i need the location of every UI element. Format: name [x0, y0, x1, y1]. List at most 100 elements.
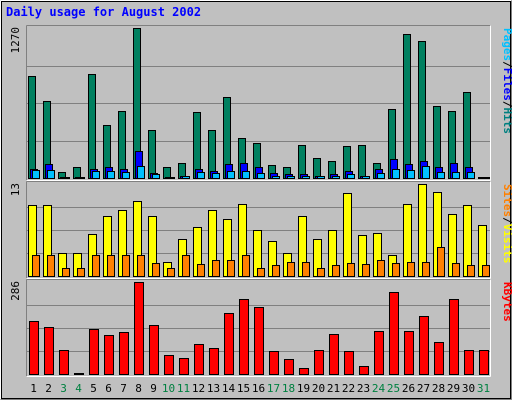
- x-tick-label: 21: [327, 382, 340, 395]
- legend-entry: Sites: [501, 184, 512, 217]
- bar-pages-day-30: [467, 172, 475, 179]
- legend-entry: KBytes: [501, 282, 512, 322]
- x-tick-label: 20: [312, 382, 325, 395]
- bar-kbytes-day-25: [389, 292, 399, 375]
- bar-pages-day-20: [317, 176, 325, 179]
- bar-pages-day-31: [482, 177, 490, 179]
- bar-pages-day-13: [212, 173, 220, 179]
- bar-hits-day-4: [73, 167, 81, 179]
- bar-pages-day-10: [167, 177, 175, 179]
- x-tick-label: 2: [45, 382, 52, 395]
- bar-pages-day-25: [392, 169, 400, 179]
- bar-sites-day-9: [152, 263, 160, 277]
- bar-kbytes-day-10: [164, 355, 174, 375]
- x-tick-label: 26: [402, 382, 415, 395]
- x-tick-label: 25: [387, 382, 400, 395]
- bar-sites-day-30: [467, 265, 475, 277]
- bar-pages-day-23: [362, 176, 370, 179]
- bar-sites-day-14: [227, 260, 235, 277]
- bar-sites-day-18: [287, 262, 295, 277]
- legend-entry: /: [501, 217, 512, 224]
- bar-sites-day-29: [452, 263, 460, 277]
- bar-sites-day-15: [242, 255, 250, 277]
- bar-pages-day-14: [227, 171, 235, 179]
- bar-hits-day-23: [358, 145, 366, 179]
- x-tick-label: 23: [357, 382, 370, 395]
- x-tick-label: 27: [417, 382, 430, 395]
- x-tick-label: 16: [252, 382, 265, 395]
- x-tick-label: 30: [462, 382, 475, 395]
- x-tick-label: 17: [267, 382, 280, 395]
- bar-pages-day-4: [77, 177, 85, 179]
- bar-kbytes-day-7: [119, 332, 129, 375]
- x-tick-label: 22: [342, 382, 355, 395]
- bar-pages-day-27: [422, 166, 430, 179]
- bar-sites-day-12: [197, 264, 205, 277]
- x-tick-label: 12: [192, 382, 205, 395]
- bar-kbytes-day-28: [434, 342, 444, 375]
- bar-pages-day-6: [107, 171, 115, 179]
- bar-sites-day-8: [137, 255, 145, 277]
- x-tick-label: 28: [432, 382, 445, 395]
- bar-sites-day-19: [302, 262, 310, 277]
- bar-pages-day-12: [197, 172, 205, 179]
- bar-pages-day-26: [407, 170, 415, 179]
- bar-sites-day-3: [62, 268, 70, 277]
- x-tick-label: 11: [177, 382, 190, 395]
- bar-kbytes-day-22: [344, 351, 354, 375]
- bar-kbytes-day-13: [209, 348, 219, 375]
- x-tick-label: 7: [120, 382, 127, 395]
- bar-sites-day-23: [362, 264, 370, 277]
- x-tick-label: 24: [372, 382, 386, 395]
- panel-kbytes: 286 KBytes: [9, 279, 512, 377]
- bar-kbytes-day-1: [29, 321, 39, 375]
- legend-entry: Pages: [501, 28, 512, 61]
- bar-sites-day-24: [377, 260, 385, 277]
- x-tick-label: 10: [162, 382, 175, 395]
- x-tick-label: 29: [447, 382, 460, 395]
- bar-pages-day-15: [242, 171, 250, 179]
- bar-sites-day-20: [317, 268, 325, 277]
- bar-sites-day-25: [392, 263, 400, 277]
- bar-kbytes-day-9: [149, 325, 159, 375]
- bar-hits-day-19: [298, 145, 306, 179]
- bar-kbytes-day-3: [59, 350, 69, 375]
- bar-sites-day-5: [92, 255, 100, 277]
- bar-hits-day-9: [148, 130, 156, 179]
- x-tick-label: 13: [207, 382, 220, 395]
- bar-sites-day-13: [212, 260, 220, 277]
- y-axis-max-label: 13: [9, 183, 22, 196]
- x-tick-label: 5: [90, 382, 97, 395]
- bar-kbytes-day-20: [314, 350, 324, 375]
- legend-entry: Visits: [501, 224, 512, 264]
- x-tick-label: 18: [282, 382, 295, 395]
- legend-visits: Sites/Visits: [501, 184, 512, 264]
- bar-sites-day-10: [167, 268, 175, 277]
- bar-kbytes-day-23: [359, 366, 369, 375]
- legend-entry: Hits: [501, 108, 512, 135]
- bar-kbytes-day-2: [44, 327, 54, 375]
- bar-pages-day-3: [62, 177, 70, 179]
- bar-pages-day-16: [257, 173, 265, 179]
- bar-pages-day-19: [302, 176, 310, 179]
- bar-kbytes-day-4: [74, 373, 84, 375]
- bar-sites-day-27: [422, 262, 430, 277]
- bar-kbytes-day-6: [104, 335, 114, 375]
- bar-kbytes-day-12: [194, 344, 204, 375]
- bar-kbytes-day-17: [269, 351, 279, 375]
- bar-kbytes-day-8: [134, 282, 144, 375]
- bar-hits-day-20: [313, 158, 321, 179]
- bar-pages-day-17: [272, 176, 280, 179]
- bar-hits-day-1: [28, 76, 36, 179]
- bar-kbytes-day-27: [419, 316, 429, 375]
- legend-kbytes: KBytes: [501, 282, 512, 322]
- bar-kbytes-day-11: [179, 358, 189, 375]
- bar-hits-day-7: [118, 111, 126, 179]
- bar-pages-day-18: [287, 176, 295, 179]
- x-tick-label: 14: [222, 382, 236, 395]
- bar-kbytes-day-21: [329, 334, 339, 375]
- bar-pages-day-24: [377, 173, 385, 179]
